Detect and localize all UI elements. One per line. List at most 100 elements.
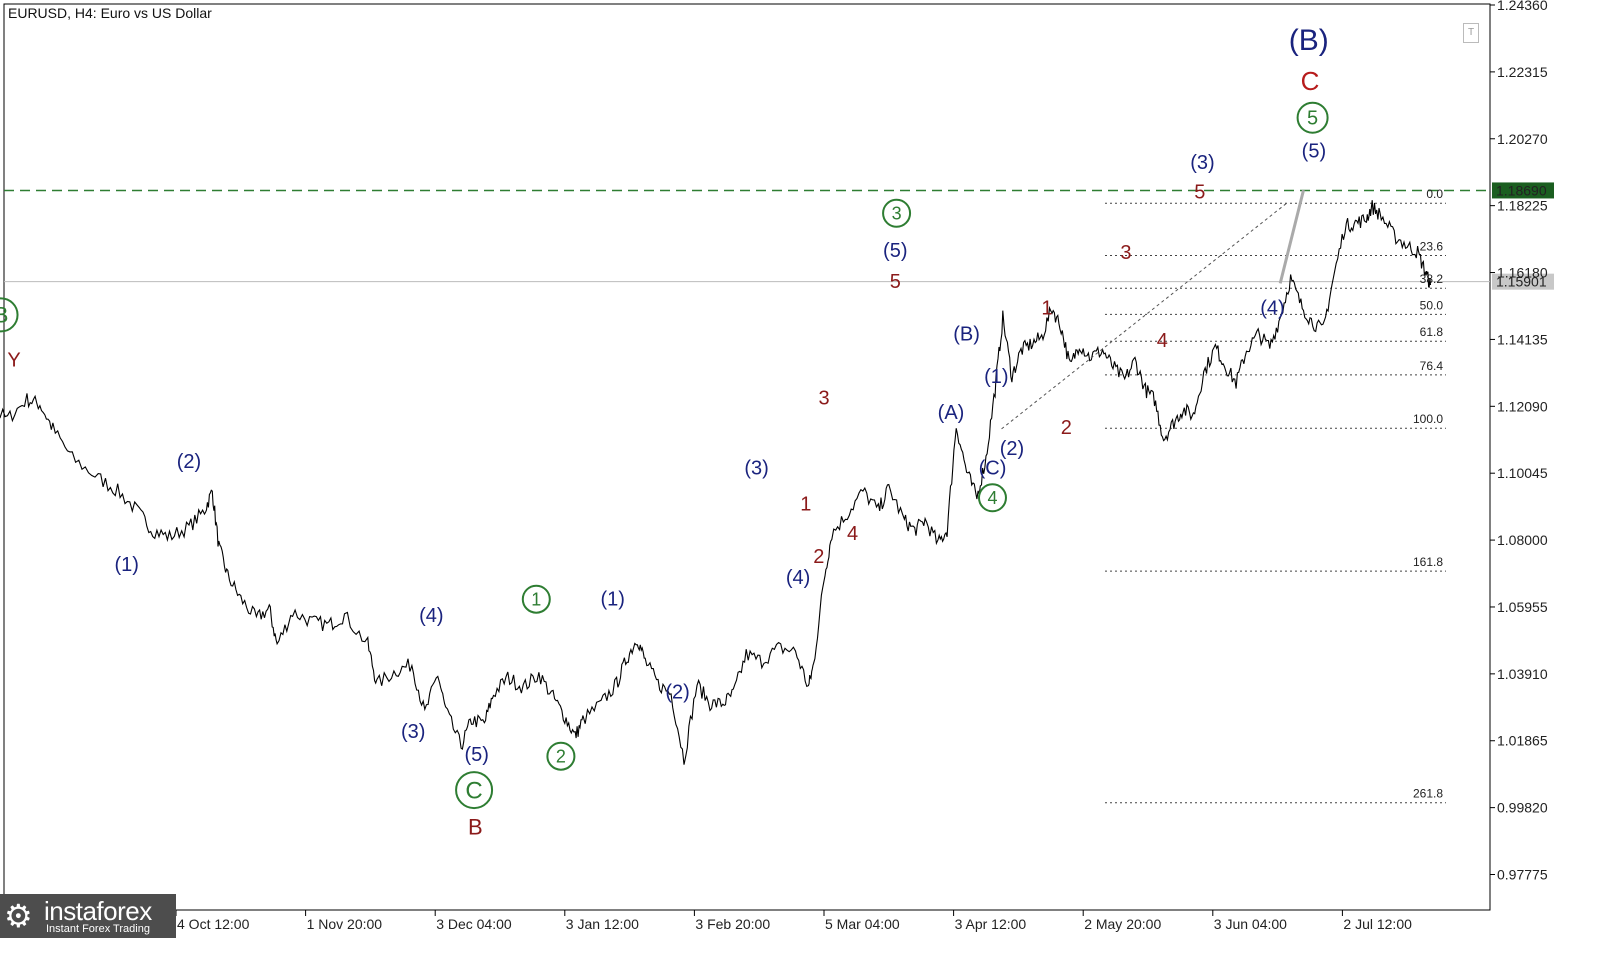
x-tick-label: 4 Oct 12:00 — [177, 916, 250, 932]
wave-label: 1 — [531, 589, 541, 609]
wave-label: Y — [7, 350, 20, 372]
wave-label: (3) — [1190, 152, 1214, 174]
fib-level-label: 100.0 — [1413, 412, 1443, 426]
x-tick-label: 3 Feb 20:00 — [695, 916, 770, 932]
wave-label: (2) — [1000, 438, 1024, 460]
x-axis: 4 Oct 12:00 1 Nov 20:00 3 Dec 04:00 3 Jan 1… — [175, 910, 1412, 932]
wave-label: 4 — [987, 488, 997, 508]
x-tick-label: 3 Apr 12:00 — [955, 916, 1027, 932]
fib-level-label: 23.6 — [1420, 240, 1444, 254]
x-tick-label: 2 Jul 12:00 — [1343, 916, 1412, 932]
wave-label: 3 — [818, 387, 829, 409]
wave-label: (1) — [115, 554, 139, 576]
wave-circle — [546, 741, 576, 771]
y-tick-label: 0.99820 — [1497, 800, 1548, 816]
fib-level-label: 50.0 — [1420, 298, 1444, 312]
wave-label: (B) — [1289, 24, 1329, 57]
wave-label: B — [468, 814, 483, 839]
wave-label: (5) — [883, 240, 907, 262]
wave-label: 5 — [1307, 108, 1318, 130]
wave-labels: BY(1)(2)(3)(4)(5)CB12(1)(2)(3)(4)12345(5… — [0, 24, 1329, 839]
y-tick-label: 1.08000 — [1497, 532, 1548, 548]
wave-label: 4 — [847, 523, 858, 545]
y-tick-label: 1.18225 — [1497, 198, 1548, 214]
y-tick-label: 1.03910 — [1497, 666, 1548, 682]
fib-level-label: 261.8 — [1413, 787, 1443, 801]
wave-label: (4) — [786, 567, 810, 589]
y-tick-label: 1.12090 — [1497, 398, 1548, 414]
wave-label: 5 — [890, 271, 901, 293]
x-tick-label: 2 May 20:00 — [1084, 916, 1161, 932]
x-tick-label: 3 Jan 12:00 — [566, 916, 639, 932]
gear-icon: ⚙ — [4, 898, 33, 934]
fib-level-label: 161.8 — [1413, 555, 1443, 569]
y-tick-label: 1.16180 — [1497, 265, 1548, 281]
y-tick-label: 0.97775 — [1497, 867, 1548, 883]
wave-label: 1 — [800, 494, 811, 516]
wave-label: (3) — [744, 458, 768, 480]
wave-label: 5 — [1194, 181, 1205, 203]
wave-label: 2 — [1061, 417, 1072, 439]
trade-button[interactable]: T — [1463, 23, 1479, 43]
wave-circle — [977, 483, 1007, 513]
fibonacci-levels: 0.0 23.6 38.2 50.0 61.8 76.4 100.0 161.8 261.8 — [1105, 187, 1446, 804]
chart-frame — [3, 3, 1491, 911]
wave-label: C — [1301, 66, 1320, 96]
x-tick-label: 3 Dec 04:00 — [436, 916, 512, 932]
wave-label: 2 — [813, 546, 824, 568]
fib-level-label: 76.4 — [1420, 359, 1444, 373]
wave-circle — [521, 584, 551, 614]
y-tick-label: 1.22315 — [1497, 64, 1548, 80]
y-tick-label: 1.14135 — [1497, 331, 1548, 347]
fib-level-label: 38.2 — [1420, 272, 1444, 286]
wave-label: 3 — [892, 204, 902, 224]
chart-title: EURUSD, H4: Euro vs US Dollar — [8, 5, 212, 21]
x-tick-label: 5 Mar 04:00 — [825, 916, 900, 932]
price-tag-bg — [1492, 273, 1554, 290]
wave-label: C — [465, 777, 482, 804]
price-line — [0, 200, 1432, 765]
wave-label: (1) — [984, 366, 1008, 388]
y-tick-label: 1.10045 — [1497, 465, 1548, 481]
wave-label: 1 — [1041, 297, 1052, 319]
fib-level-label: 61.8 — [1420, 325, 1444, 339]
wave-label: (2) — [177, 451, 201, 473]
wave-label: (A) — [938, 402, 965, 424]
wave-label: (4) — [1260, 297, 1284, 319]
wave-label: (5) — [464, 744, 488, 766]
y-tick-label: 1.05955 — [1497, 599, 1548, 615]
wave-circle — [1296, 101, 1329, 134]
wave-circle — [455, 771, 494, 810]
instaforex-logo: ⚙ instaforex Instant Forex Trading — [0, 894, 176, 938]
wave-label: (4) — [419, 605, 443, 627]
wave-label: (3) — [401, 721, 425, 743]
price-series — [0, 200, 1432, 765]
logo-tagline: Instant Forex Trading — [46, 923, 150, 935]
trendlines — [1001, 189, 1305, 430]
wave-label: 2 — [556, 746, 566, 766]
price-tag-label: 1.15901 — [1496, 274, 1547, 290]
wave-label: (B) — [953, 324, 980, 346]
x-tick-label: 3 Jun 04:00 — [1214, 916, 1287, 932]
wave-label: (1) — [601, 588, 625, 610]
y-tick-label: 1.24360 — [1497, 0, 1548, 13]
wave-label: (2) — [665, 682, 689, 704]
wave-label: (C) — [979, 458, 1007, 480]
price-tag-bg — [1492, 182, 1554, 199]
wave-label: B — [0, 303, 8, 328]
wave-label: (5) — [1302, 140, 1326, 162]
y-axis: 1.24360 1.22315 1.20270 1.18225 1.16180 1.141… — [1490, 0, 1548, 883]
wave-circle — [882, 198, 912, 228]
logo-brand: instaforex — [44, 896, 152, 926]
y-tick-label: 1.20270 — [1497, 131, 1548, 147]
price-tag-label: 1.18690 — [1496, 182, 1547, 198]
wave-label: 3 — [1120, 242, 1131, 264]
fib-level-label: 0.0 — [1426, 187, 1443, 201]
y-tick-label: 1.01865 — [1497, 733, 1548, 749]
projection-line — [1278, 189, 1305, 284]
grid-layer: 1.18690 1.15901 — [4, 182, 1554, 290]
wave-circle — [0, 297, 19, 333]
wave-label: 4 — [1157, 330, 1168, 352]
x-tick-label: 1 Nov 20:00 — [307, 916, 383, 932]
